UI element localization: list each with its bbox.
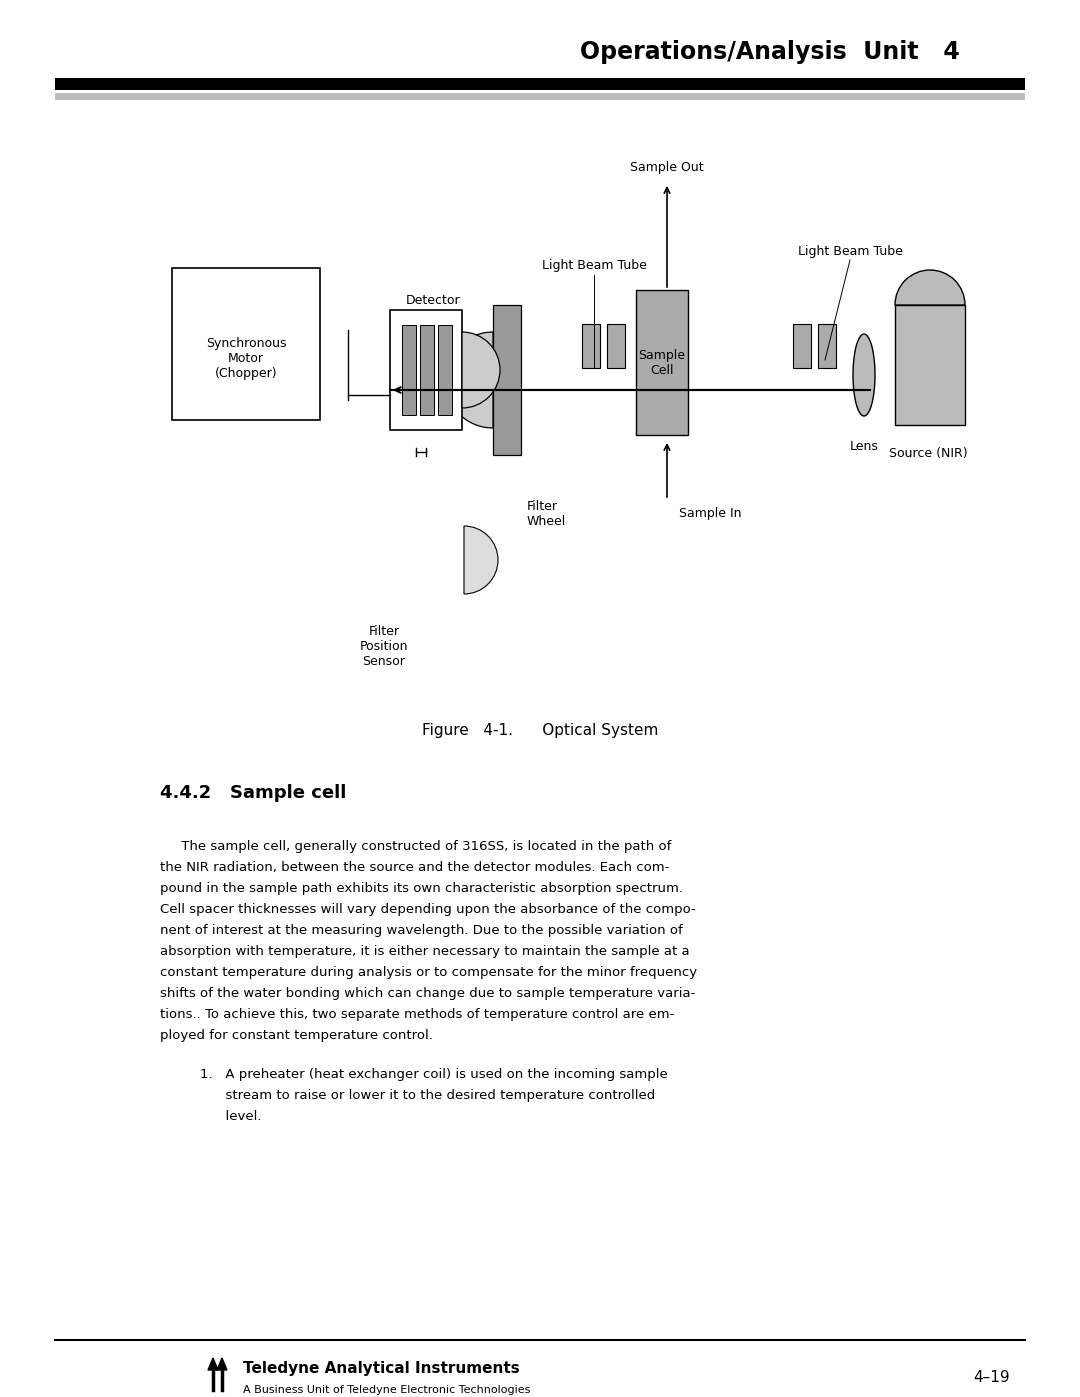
Text: Sample In: Sample In [679,507,742,520]
Text: Sample Out: Sample Out [631,162,704,175]
Text: Figure   4-1.      Optical System: Figure 4-1. Optical System [422,722,658,738]
Text: the NIR radiation, between the source and the detector modules. Each com-: the NIR radiation, between the source an… [160,861,670,875]
Polygon shape [217,1358,227,1370]
Text: Filter
Wheel: Filter Wheel [527,500,566,528]
Text: Detector: Detector [406,293,461,306]
Text: nent of interest at the measuring wavelength. Due to the possible variation of: nent of interest at the measuring wavele… [160,923,683,937]
Polygon shape [208,1358,218,1370]
Text: Lens: Lens [850,440,878,453]
Bar [895,305,966,425]
Text: absorption with temperature, it is either necessary to maintain the sample at a: absorption with temperature, it is eithe… [160,944,690,958]
Text: pound in the sample path exhibits its own characteristic absorption spectrum.: pound in the sample path exhibits its ow… [160,882,683,895]
Text: Operations/Analysis  Unit   4: Operations/Analysis Unit 4 [580,41,960,64]
Bar [582,324,600,367]
Bar [636,291,688,434]
Text: Teledyne Analytical Instruments: Teledyne Analytical Instruments [243,1361,519,1376]
Text: ployed for constant temperature control.: ployed for constant temperature control. [160,1030,433,1042]
Bar [793,324,811,367]
Text: A Business Unit of Teledyne Electronic Technologies: A Business Unit of Teledyne Electronic T… [243,1384,530,1396]
Bar [390,310,462,430]
Bar [402,326,416,415]
Text: Light Beam Tube: Light Beam Tube [797,246,903,258]
Wedge shape [895,270,966,305]
Text: Synchronous
Motor
(Chopper): Synchronous Motor (Chopper) [206,338,286,380]
Text: 4.4.2   Sample cell: 4.4.2 Sample cell [160,784,347,802]
Text: constant temperature during analysis or to compensate for the minor frequency: constant temperature during analysis or … [160,965,697,979]
Text: 4–19: 4–19 [973,1370,1010,1386]
Text: Filter
Position
Sensor: Filter Position Sensor [360,624,408,668]
Text: stream to raise or lower it to the desired temperature controlled: stream to raise or lower it to the desir… [200,1090,656,1102]
Text: level.: level. [200,1111,261,1123]
Bar [55,94,1025,101]
Text: Cell spacer thicknesses will vary depending upon the absorbance of the compo-: Cell spacer thicknesses will vary depend… [160,902,696,916]
Bar [492,305,521,455]
Text: 1.   A preheater (heat exchanger coil) is used on the incoming sample: 1. A preheater (heat exchanger coil) is … [200,1067,667,1081]
Bar [607,324,625,367]
Bar [818,324,836,367]
Wedge shape [462,332,500,408]
Text: Sample
Cell: Sample Cell [638,348,686,377]
Wedge shape [445,332,492,427]
Text: tions.. To achieve this, two separate methods of temperature control are em-: tions.. To achieve this, two separate me… [160,1009,674,1021]
Ellipse shape [853,334,875,416]
Bar [420,326,434,415]
Text: The sample cell, generally constructed of 316SS, is located in the path of: The sample cell, generally constructed o… [160,840,672,854]
Text: shifts of the water bonding which can change due to sample temperature varia-: shifts of the water bonding which can ch… [160,988,696,1000]
Bar [55,78,1025,89]
Text: Source (NIR): Source (NIR) [889,447,968,460]
Text: Light Beam Tube: Light Beam Tube [541,258,647,271]
Bar [438,326,453,415]
Wedge shape [464,527,498,594]
Bar [172,268,320,420]
